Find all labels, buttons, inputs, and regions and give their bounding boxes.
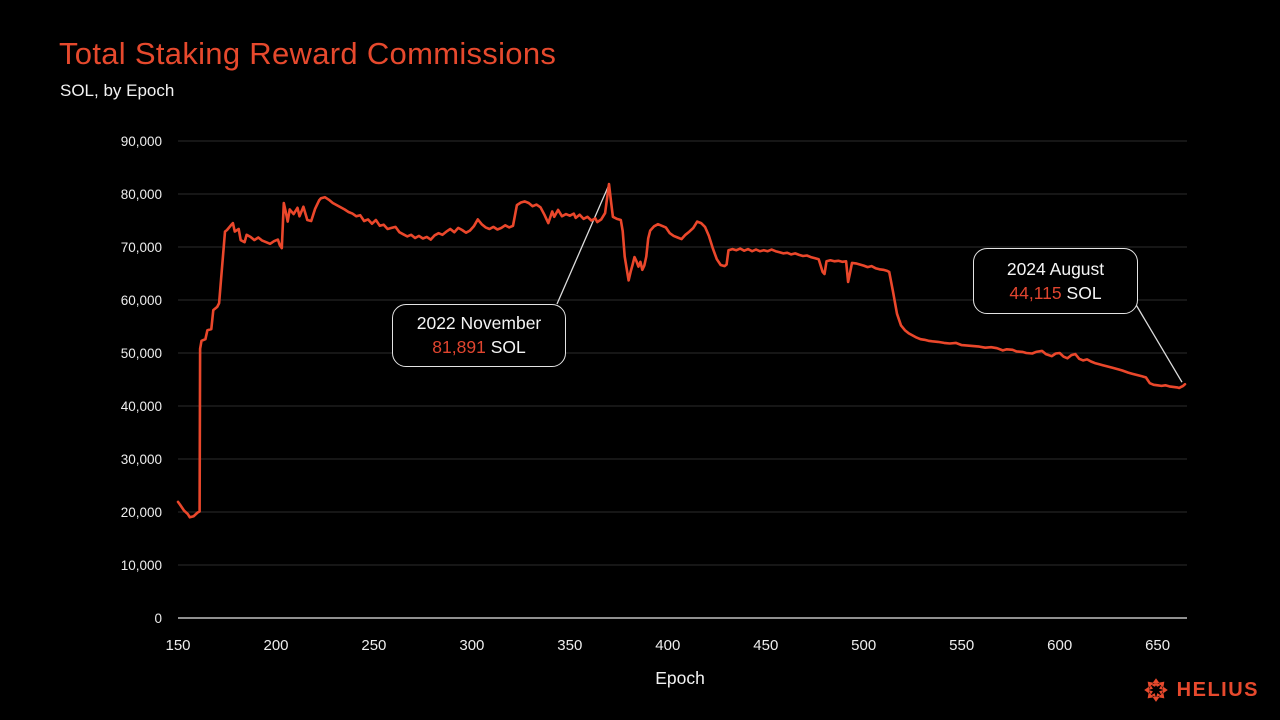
svg-text:150: 150: [165, 637, 190, 654]
svg-text:300: 300: [459, 637, 484, 654]
x-axis-label: Epoch: [655, 668, 705, 688]
svg-text:500: 500: [851, 637, 876, 654]
svg-text:650: 650: [1145, 637, 1170, 654]
svg-text:450: 450: [753, 637, 778, 654]
leader-line-2024: [1134, 302, 1183, 383]
annotation-2024-august: 2024 August 44,115 SOL: [973, 248, 1138, 314]
annotation-value: 81,891 SOL: [432, 337, 526, 357]
helius-logo: HELIUS: [1142, 676, 1259, 704]
gridlines: [178, 140, 1187, 619]
svg-text:350: 350: [557, 637, 582, 654]
svg-text:200: 200: [263, 637, 288, 654]
svg-text:70,000: 70,000: [121, 240, 162, 255]
svg-text:20,000: 20,000: [121, 505, 162, 520]
chart-subtitle: SOL, by Epoch: [60, 81, 175, 100]
svg-text:0: 0: [154, 611, 162, 626]
y-axis-tick-labels: 0 10,000 20,000 30,000 40,000 50,000 60,000 70,…: [121, 134, 162, 626]
svg-text:600: 600: [1047, 637, 1072, 654]
svg-text:60,000: 60,000: [121, 293, 162, 308]
svg-text:40,000: 40,000: [121, 399, 162, 414]
helius-sun-icon: [1143, 678, 1168, 702]
svg-text:400: 400: [655, 637, 680, 654]
annotation-2022-november: 2022 November 81,891 SOL: [392, 304, 566, 367]
chart-title: Total Staking Reward Commissions: [59, 36, 557, 71]
annotation-date: 2024 August: [1006, 258, 1105, 279]
annotation-date: 2022 November: [416, 313, 542, 334]
svg-text:80,000: 80,000: [121, 187, 162, 202]
svg-text:250: 250: [361, 637, 386, 654]
svg-text:10,000: 10,000: [121, 558, 162, 573]
x-axis-tick-labels: 150 200 250 300 350 400 450 500 550 600 650: [165, 637, 1170, 654]
svg-text:30,000: 30,000: [121, 452, 162, 467]
svg-text:550: 550: [949, 637, 974, 654]
leader-line-2022: [556, 186, 609, 305]
commissions-line: [176, 182, 1187, 519]
helius-wordmark: HELIUS: [1176, 678, 1259, 701]
svg-text:90,000: 90,000: [121, 134, 162, 149]
annotation-value: 44,115 SOL: [1009, 282, 1102, 303]
svg-text:50,000: 50,000: [121, 346, 162, 361]
